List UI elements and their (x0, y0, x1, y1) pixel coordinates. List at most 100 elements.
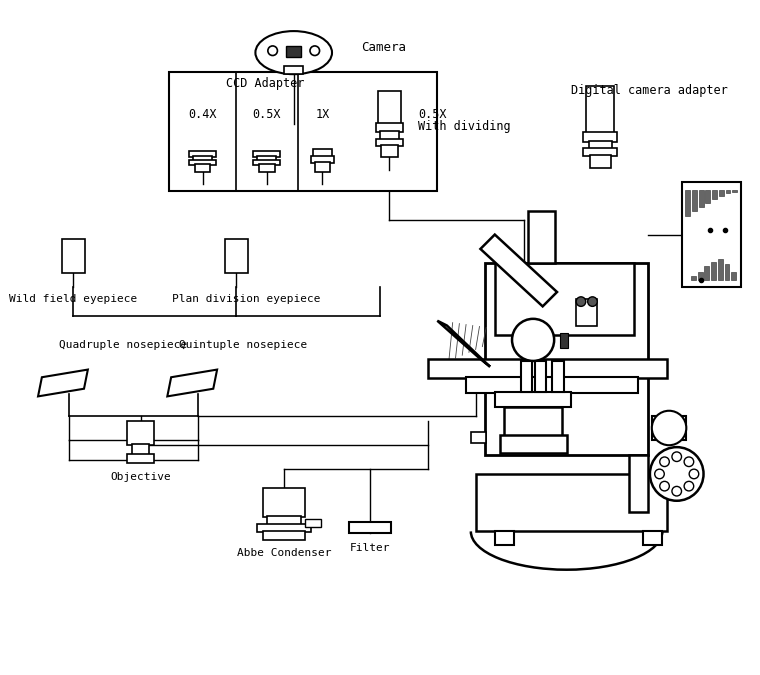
Bar (652, 416, 686, 440)
Bar (718, 259, 723, 279)
Bar (376, 123, 403, 132)
Text: CCD Adapter: CCD Adapter (226, 77, 304, 90)
Bar (495, 263, 634, 335)
Bar (225, 240, 248, 273)
Circle shape (660, 457, 670, 466)
Bar (698, 272, 702, 279)
Text: Wild field eyepiece: Wild field eyepiece (9, 294, 138, 304)
Text: Quintuple nosepiece: Quintuple nosepiece (179, 340, 307, 350)
Bar (691, 276, 696, 279)
Bar (193, 156, 212, 161)
Bar (535, 361, 546, 391)
Bar (705, 190, 711, 203)
Bar (682, 182, 741, 288)
Bar (132, 444, 149, 455)
Bar (62, 240, 85, 273)
Polygon shape (38, 370, 88, 396)
Bar (315, 162, 330, 172)
Bar (583, 132, 617, 142)
Bar (428, 359, 667, 378)
Bar (583, 148, 617, 156)
Bar (254, 160, 280, 165)
Circle shape (587, 297, 597, 306)
Polygon shape (167, 370, 217, 396)
Polygon shape (437, 321, 490, 367)
Text: 0.4X: 0.4X (188, 109, 217, 121)
Bar (711, 263, 716, 279)
Ellipse shape (255, 31, 332, 74)
Text: 0.5X: 0.5X (252, 109, 281, 121)
Bar (350, 522, 391, 533)
Bar (553, 361, 564, 391)
Bar (471, 432, 486, 443)
Bar (284, 66, 303, 74)
Circle shape (512, 319, 554, 361)
Circle shape (672, 452, 682, 462)
Bar (719, 190, 724, 196)
Bar (528, 211, 555, 263)
Text: 0.5X: 0.5X (418, 109, 447, 121)
Bar (286, 46, 302, 57)
Bar (127, 454, 154, 464)
Bar (499, 435, 567, 453)
Bar (258, 156, 277, 161)
Circle shape (684, 481, 694, 491)
Text: Plan division eyepiece: Plan division eyepiece (172, 294, 320, 304)
Text: Objective: Objective (110, 472, 171, 482)
Bar (306, 519, 321, 526)
Bar (505, 407, 562, 435)
Circle shape (689, 469, 698, 479)
Circle shape (652, 411, 686, 446)
Text: Quadruple nosepiece: Quadruple nosepiece (59, 340, 188, 350)
Circle shape (660, 481, 670, 491)
Bar (732, 190, 737, 192)
Bar (698, 190, 704, 207)
Text: Filter: Filter (350, 543, 391, 553)
Bar (381, 144, 398, 157)
Bar (476, 474, 667, 531)
Bar (726, 190, 730, 194)
Bar (380, 131, 399, 140)
Bar (259, 164, 274, 172)
Bar (376, 139, 403, 146)
Bar (629, 455, 648, 512)
Bar (686, 190, 690, 217)
Bar (589, 140, 612, 149)
Bar (189, 151, 216, 157)
Text: Digital camera adapter: Digital camera adapter (572, 84, 728, 97)
Bar (263, 488, 306, 517)
Circle shape (576, 297, 586, 306)
Bar (576, 299, 597, 325)
Bar (495, 392, 572, 407)
Bar (485, 263, 648, 455)
Bar (495, 531, 514, 545)
Bar (521, 361, 532, 391)
Bar (127, 421, 154, 446)
Bar (586, 86, 615, 134)
Bar (189, 160, 216, 165)
Bar (267, 516, 302, 524)
Bar (263, 531, 306, 540)
Text: Abbe Condenser: Abbe Condenser (237, 548, 331, 558)
Bar (466, 377, 638, 393)
Bar (692, 190, 697, 211)
Bar (378, 91, 401, 124)
Bar (731, 272, 736, 279)
Bar (560, 333, 568, 348)
Text: With dividing: With dividing (418, 120, 511, 133)
Bar (590, 155, 610, 169)
Bar (724, 264, 730, 279)
Bar (643, 531, 663, 545)
Polygon shape (480, 235, 557, 306)
Circle shape (650, 447, 704, 501)
Circle shape (654, 469, 664, 479)
Text: 1X: 1X (315, 109, 330, 121)
Bar (258, 524, 311, 533)
Bar (195, 164, 211, 172)
Bar (313, 149, 332, 157)
Bar (254, 151, 280, 157)
Circle shape (672, 487, 682, 496)
Bar (712, 190, 717, 199)
Bar (169, 72, 437, 192)
Circle shape (684, 457, 694, 466)
